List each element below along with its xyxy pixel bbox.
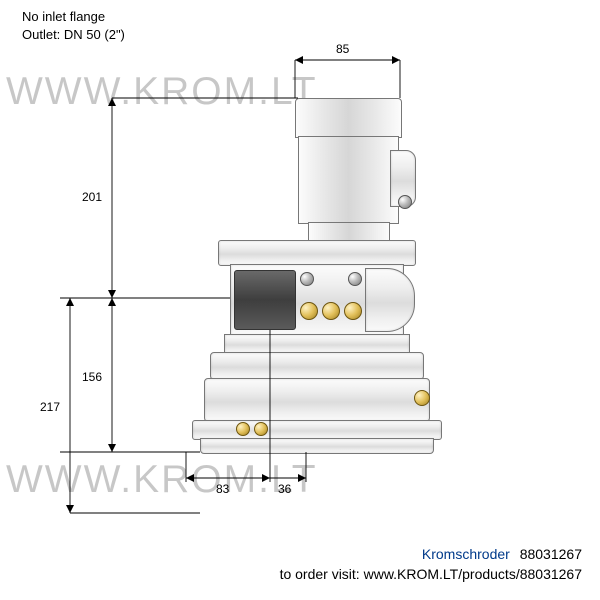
spec-block: No inlet flange Outlet: DN 50 (2") [22,8,125,43]
part-number: 88031267 [520,546,582,562]
dim-left-outer: 217 [40,400,60,414]
dim-left-upper: 201 [82,190,102,204]
dim-left-lower: 156 [82,370,102,384]
spec-outlet-value: DN 50 (2") [64,27,125,42]
spec-outlet-row: Outlet: DN 50 (2") [22,26,125,44]
spec-inlet: No inlet flange [22,8,125,26]
dim-bottom-b: 36 [278,482,291,496]
order-url: www.KROM.LT/products/88031267 [364,566,582,582]
brand-name: Kromschroder [422,546,510,562]
footer-brand-line: Kromschroder 88031267 [422,546,582,562]
dim-top-width: 85 [336,42,349,56]
figure-root: No inlet flange Outlet: DN 50 (2") WWW.K… [0,0,600,600]
dim-bottom-a: 83 [216,482,229,496]
order-prefix: to order visit: [280,566,360,582]
spec-outlet-label: Outlet: [22,27,60,42]
device-drawing [180,90,460,490]
footer-order-line: to order visit: www.KROM.LT/products/880… [280,566,582,582]
